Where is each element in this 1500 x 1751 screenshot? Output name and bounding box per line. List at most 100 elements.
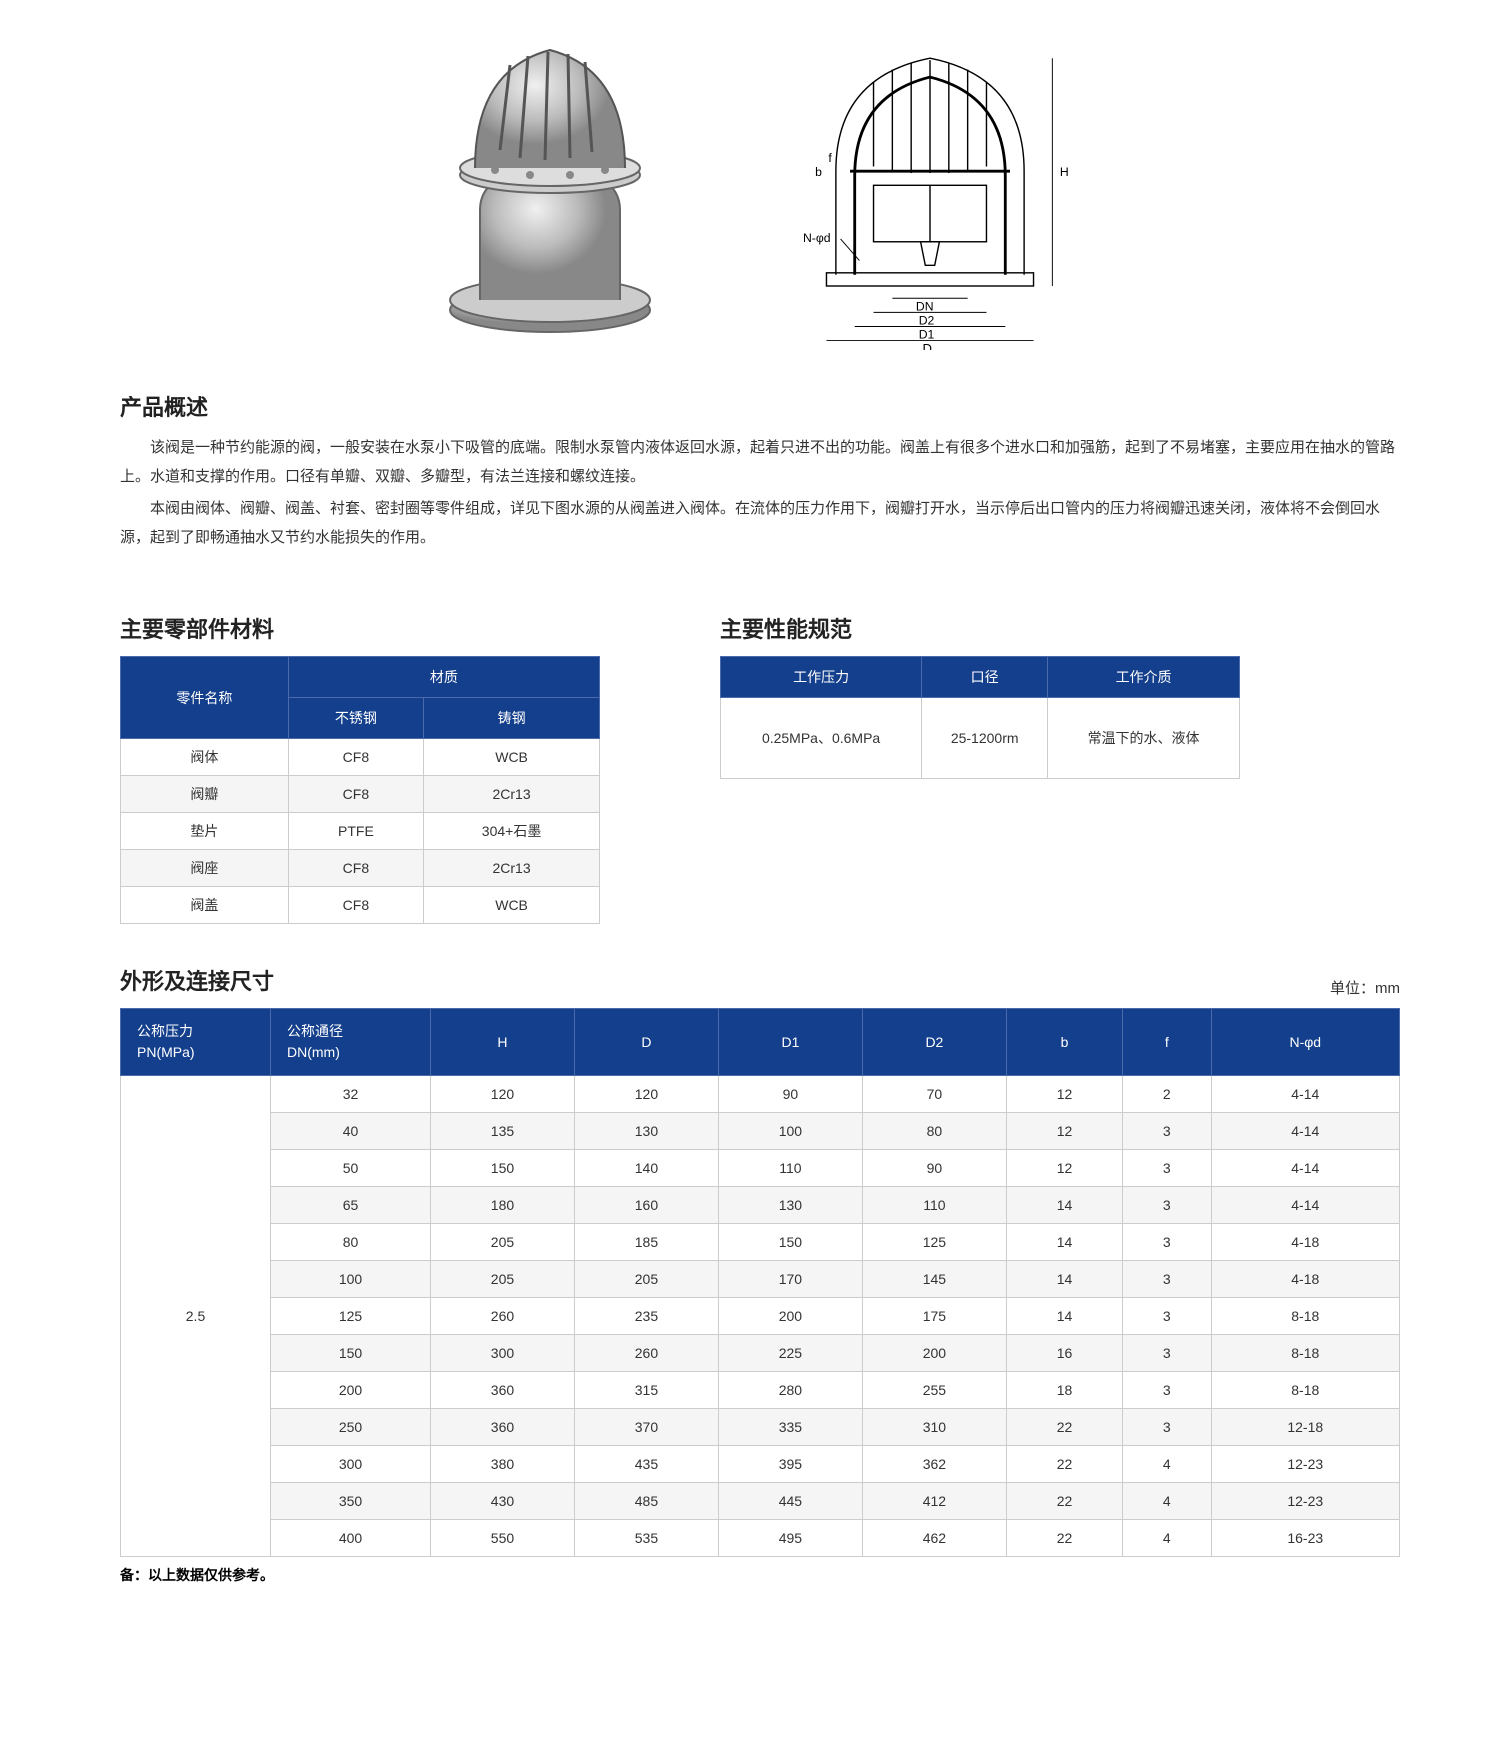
table-cell: 300 bbox=[271, 1446, 431, 1483]
materials-table: 零件名称 材质 不锈钢 铸钢 阀体CF8WCB阀瓣CF82Cr13垫片PTFE3… bbox=[120, 656, 600, 924]
table-cell: 145 bbox=[862, 1261, 1006, 1298]
materials-header-material: 材质 bbox=[288, 657, 599, 698]
perf-diameter: 25-1200rm bbox=[922, 698, 1048, 779]
table-cell: 260 bbox=[431, 1298, 575, 1335]
overview-paragraph-1: 该阀是一种节约能源的阀，一般安装在水泵小下吸管的底端。限制水泵管内液体返回水源，… bbox=[120, 434, 1400, 491]
table-cell: 485 bbox=[574, 1483, 718, 1520]
table-cell: 260 bbox=[574, 1335, 718, 1372]
table-cell: 32 bbox=[271, 1076, 431, 1113]
table-cell: 225 bbox=[718, 1335, 862, 1372]
table-cell: 16-23 bbox=[1211, 1520, 1399, 1557]
table-cell: 3 bbox=[1123, 1224, 1211, 1261]
svg-text:D1: D1 bbox=[919, 328, 935, 342]
table-cell: 430 bbox=[431, 1483, 575, 1520]
table-cell: 12 bbox=[1006, 1150, 1122, 1187]
table-cell: 135 bbox=[431, 1113, 575, 1150]
table-cell: 2Cr13 bbox=[424, 850, 600, 887]
table-cell: 120 bbox=[431, 1076, 575, 1113]
table-row: 30038043539536222412-23 bbox=[121, 1446, 1400, 1483]
table-cell: 180 bbox=[431, 1187, 575, 1224]
table-cell: 3 bbox=[1123, 1372, 1211, 1409]
table-cell: 18 bbox=[1006, 1372, 1122, 1409]
table-cell: 205 bbox=[574, 1261, 718, 1298]
table-cell: 535 bbox=[574, 1520, 718, 1557]
table-cell: 140 bbox=[574, 1150, 718, 1187]
table-row: 2003603152802551838-18 bbox=[121, 1372, 1400, 1409]
svg-text:H: H bbox=[1060, 165, 1069, 179]
table-cell: 495 bbox=[718, 1520, 862, 1557]
table-cell: 4 bbox=[1123, 1520, 1211, 1557]
table-row: 40135130100801234-14 bbox=[121, 1113, 1400, 1150]
svg-text:D2: D2 bbox=[919, 314, 935, 328]
table-row: 1503002602252001638-18 bbox=[121, 1335, 1400, 1372]
table-cell: 16 bbox=[1006, 1335, 1122, 1372]
table-cell: 380 bbox=[431, 1446, 575, 1483]
dim-header-f: f bbox=[1123, 1009, 1211, 1076]
table-cell: 3 bbox=[1123, 1150, 1211, 1187]
perf-header-diameter: 口径 bbox=[922, 657, 1048, 698]
table-cell: 22 bbox=[1006, 1520, 1122, 1557]
table-cell: 80 bbox=[271, 1224, 431, 1261]
table-cell: 4-18 bbox=[1211, 1224, 1399, 1261]
table-cell: 205 bbox=[431, 1224, 575, 1261]
table-cell: 130 bbox=[574, 1113, 718, 1150]
dim-header-nphi: N-φd bbox=[1211, 1009, 1399, 1076]
table-cell: 170 bbox=[718, 1261, 862, 1298]
dim-header-h: H bbox=[431, 1009, 575, 1076]
table-cell: 8-18 bbox=[1211, 1335, 1399, 1372]
table-cell: 80 bbox=[862, 1113, 1006, 1150]
materials-header-part: 零件名称 bbox=[121, 657, 289, 739]
table-cell: 550 bbox=[431, 1520, 575, 1557]
table-row: 651801601301101434-14 bbox=[121, 1187, 1400, 1224]
table-row: 阀瓣CF82Cr13 bbox=[121, 776, 600, 813]
table-row: 阀盖CF8WCB bbox=[121, 887, 600, 924]
table-cell: 235 bbox=[574, 1298, 718, 1335]
table-cell: 12-23 bbox=[1211, 1446, 1399, 1483]
perf-header-medium: 工作介质 bbox=[1048, 657, 1240, 698]
svg-text:D: D bbox=[922, 341, 932, 350]
table-cell: WCB bbox=[424, 739, 600, 776]
table-cell: 3 bbox=[1123, 1113, 1211, 1150]
table-cell: 40 bbox=[271, 1113, 431, 1150]
table-cell: 100 bbox=[718, 1113, 862, 1150]
table-cell: 4-14 bbox=[1211, 1187, 1399, 1224]
dim-header-b: b bbox=[1006, 1009, 1122, 1076]
table-cell: 335 bbox=[718, 1409, 862, 1446]
table-cell: CF8 bbox=[288, 739, 424, 776]
table-cell: 14 bbox=[1006, 1224, 1122, 1261]
materials-header-cs: 铸钢 bbox=[424, 698, 600, 739]
table-cell: 12-23 bbox=[1211, 1483, 1399, 1520]
product-technical-diagram: DN D2 D1 D H bf N-φd bbox=[760, 30, 1100, 350]
table-cell: 400 bbox=[271, 1520, 431, 1557]
table-cell: 3 bbox=[1123, 1261, 1211, 1298]
table-cell: 185 bbox=[574, 1224, 718, 1261]
table-cell: 360 bbox=[431, 1409, 575, 1446]
table-cell: 200 bbox=[862, 1335, 1006, 1372]
table-cell: 175 bbox=[862, 1298, 1006, 1335]
table-cell: 4-14 bbox=[1211, 1150, 1399, 1187]
table-cell: CF8 bbox=[288, 887, 424, 924]
table-cell: 120 bbox=[574, 1076, 718, 1113]
svg-text:DN: DN bbox=[916, 299, 934, 313]
table-cell: 8-18 bbox=[1211, 1298, 1399, 1335]
table-cell: 90 bbox=[862, 1150, 1006, 1187]
table-cell: 12 bbox=[1006, 1113, 1122, 1150]
overview-title: 产品概述 bbox=[120, 390, 1400, 422]
table-cell: 110 bbox=[862, 1187, 1006, 1224]
table-cell: 130 bbox=[718, 1187, 862, 1224]
table-cell: 462 bbox=[862, 1520, 1006, 1557]
table-cell: 4 bbox=[1123, 1483, 1211, 1520]
table-cell: 4-14 bbox=[1211, 1113, 1399, 1150]
table-row: 40055053549546222416-23 bbox=[121, 1520, 1400, 1557]
table-cell: 阀瓣 bbox=[121, 776, 289, 813]
table-cell: 100 bbox=[271, 1261, 431, 1298]
table-row: 1002052051701451434-18 bbox=[121, 1261, 1400, 1298]
perf-medium: 常温下的水、液体 bbox=[1048, 698, 1240, 779]
table-row: 25036037033531022312-18 bbox=[121, 1409, 1400, 1446]
svg-text:f: f bbox=[828, 151, 832, 165]
performance-title: 主要性能规范 bbox=[720, 612, 1240, 644]
table-cell: 150 bbox=[718, 1224, 862, 1261]
materials-header-ss: 不锈钢 bbox=[288, 698, 424, 739]
table-cell: 255 bbox=[862, 1372, 1006, 1409]
table-cell: PTFE bbox=[288, 813, 424, 850]
